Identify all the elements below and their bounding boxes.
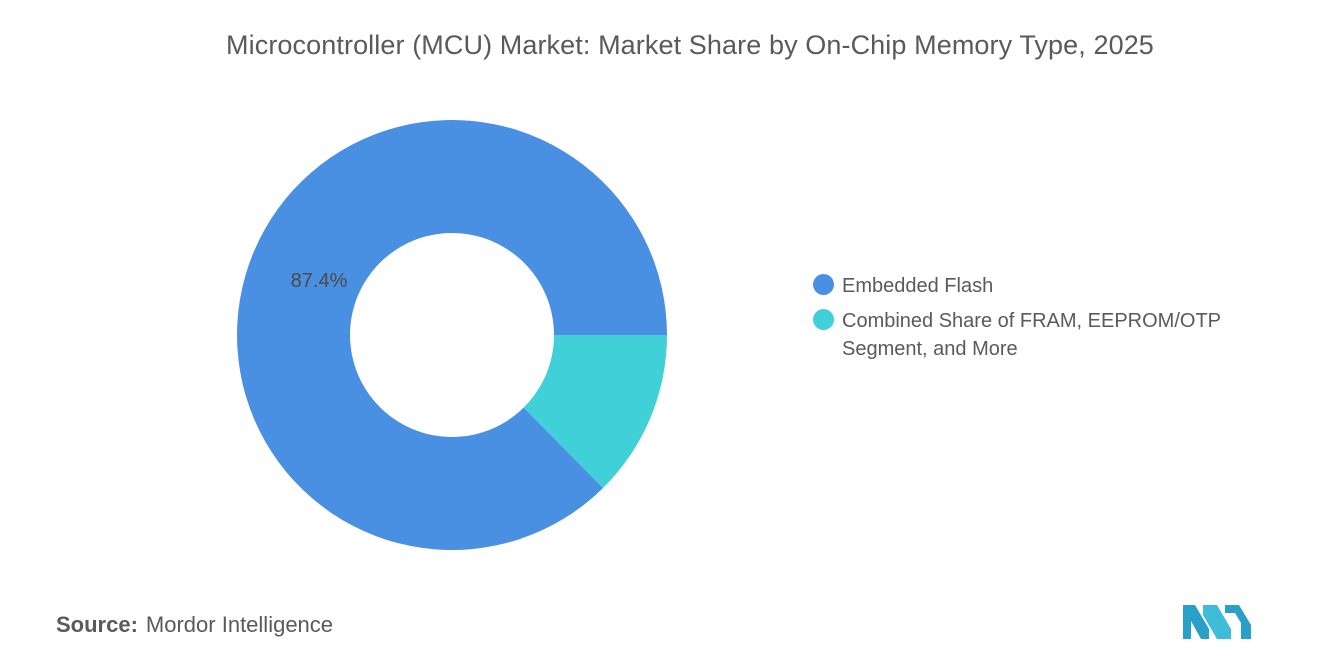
chart-title: Microcontroller (MCU) Market: Market Sha… [226,30,1154,60]
mordor-intelligence-logo-icon [1183,605,1251,639]
source-label: Source: [56,612,138,637]
source-note: Source: Mordor Intelligence [56,612,333,638]
donut-slices [237,120,668,550]
chart-legend: Embedded Flash Combined Share of FRAM, E… [813,272,1283,370]
data-label-embedded-flash: 87.4% [291,270,348,292]
logo-m-right-shape [1225,605,1251,639]
donut-slice-combined-share [523,335,667,488]
source-value: Mordor Intelligence [145,612,334,637]
logo-m-left-shape [1183,605,1209,639]
legend-label-combined-share: Combined Share of FRAM, EEPROM/OTP Segme… [842,310,1221,360]
legend-swatch-combined-share [813,309,834,330]
legend-item-embedded-flash[interactable]: Embedded Flash [813,272,1283,300]
donut-slice-embedded-flash [237,120,668,550]
logo-m-middle-shape [1203,605,1231,639]
legend-swatch-embedded-flash [813,274,834,295]
legend-item-combined-share[interactable]: Combined Share of FRAM, EEPROM/OTP Segme… [813,307,1283,363]
legend-label-embedded-flash: Embedded Flash [842,275,994,297]
